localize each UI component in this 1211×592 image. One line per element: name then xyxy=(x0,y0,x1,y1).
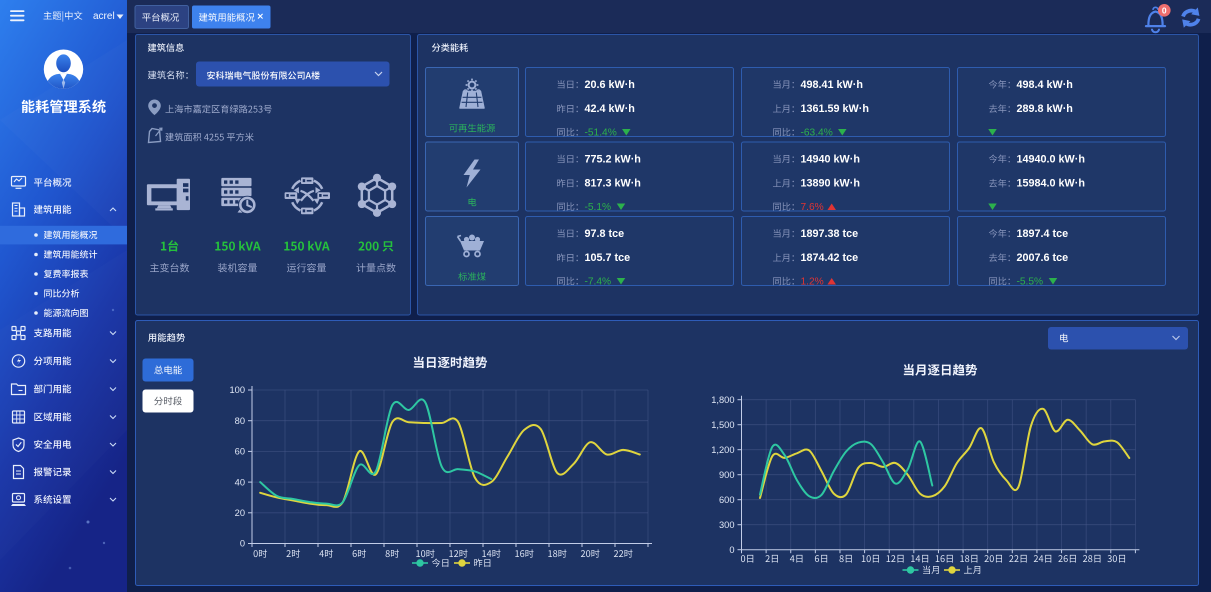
svg-text:60: 60 xyxy=(235,447,245,457)
svg-text:20: 20 xyxy=(235,508,245,518)
svg-text:0: 0 xyxy=(729,545,734,555)
svg-text:20.6 kW·h: 20.6 kW·h xyxy=(585,79,635,91)
svg-text:1874.42 tce: 1874.42 tce xyxy=(801,252,859,264)
svg-text:1,800: 1,800 xyxy=(711,395,734,405)
svg-text:1361.59 kW·h: 1361.59 kW·h xyxy=(801,103,869,115)
svg-text:97.8 tce: 97.8 tce xyxy=(585,228,625,240)
svg-text:40: 40 xyxy=(235,477,245,487)
svg-text:-63.4%: -63.4% xyxy=(801,128,833,139)
svg-text:600: 600 xyxy=(719,495,735,505)
svg-text:1.2%: 1.2% xyxy=(801,277,824,288)
svg-text:14940 kW·h: 14940 kW·h xyxy=(801,153,860,165)
svg-text:-5.1%: -5.1% xyxy=(585,202,612,213)
svg-text:-7.4%: -7.4% xyxy=(585,277,612,288)
svg-text:7.6%: 7.6% xyxy=(801,202,824,213)
svg-text:-51.4%: -51.4% xyxy=(585,128,617,139)
svg-text:2007.6 tce: 2007.6 tce xyxy=(1017,252,1069,264)
svg-text:-5.5%: -5.5% xyxy=(1017,277,1044,288)
svg-text:900: 900 xyxy=(719,470,735,480)
svg-text:775.2 kW·h: 775.2 kW·h xyxy=(585,153,641,165)
svg-text:289.8 kW·h: 289.8 kW·h xyxy=(1017,103,1073,115)
svg-text:1897.38 tce: 1897.38 tce xyxy=(801,228,859,240)
svg-text:14940.0 kW·h: 14940.0 kW·h xyxy=(1017,153,1085,165)
svg-text:105.7 tce: 105.7 tce xyxy=(585,252,631,264)
svg-text:1897.4 tce: 1897.4 tce xyxy=(1017,228,1069,240)
svg-text:498.41 kW·h: 498.41 kW·h xyxy=(801,79,863,91)
svg-text:1,500: 1,500 xyxy=(711,420,734,430)
svg-text:1,200: 1,200 xyxy=(711,445,734,455)
svg-text:817.3 kW·h: 817.3 kW·h xyxy=(585,178,641,190)
svg-text:0: 0 xyxy=(240,539,245,549)
svg-text:13890 kW·h: 13890 kW·h xyxy=(801,178,860,190)
svg-text:acrel: acrel xyxy=(93,11,115,22)
svg-text:15984.0 kW·h: 15984.0 kW·h xyxy=(1017,178,1085,190)
svg-text:498.4 kW·h: 498.4 kW·h xyxy=(1017,79,1073,91)
svg-text:300: 300 xyxy=(719,520,735,530)
svg-text:0: 0 xyxy=(1162,5,1167,15)
svg-text:80: 80 xyxy=(235,416,245,426)
svg-text:100: 100 xyxy=(229,385,245,395)
svg-text:42.4 kW·h: 42.4 kW·h xyxy=(585,103,635,115)
